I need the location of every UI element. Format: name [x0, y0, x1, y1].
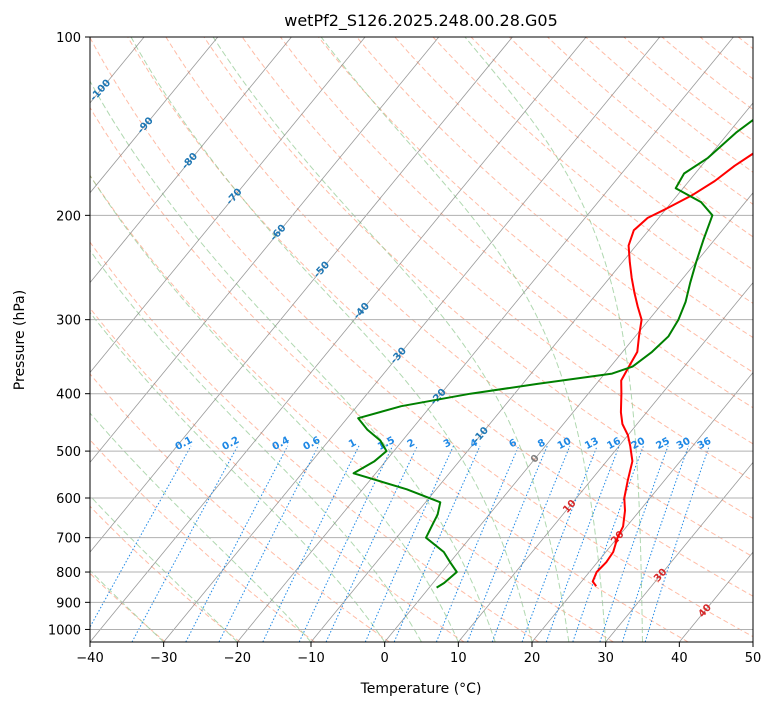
background-lines	[90, 37, 753, 642]
moist-adiabat-line	[212, 37, 570, 642]
y-tick-label: 200	[56, 209, 81, 224]
dry-adiabat-line	[90, 174, 614, 642]
isotherm-line	[90, 37, 366, 374]
temperature-line	[591, 152, 753, 587]
dry-adiabat-line	[432, 37, 753, 304]
dry-adiabat-line	[90, 241, 540, 642]
mixing-ratio-line	[545, 445, 620, 642]
mixing-ratio-line	[572, 445, 644, 642]
y-tick-label: 300	[56, 314, 81, 329]
mixing-ratio-line	[218, 445, 319, 642]
x-tick-label: 0	[381, 651, 389, 666]
dry-adiabat-line	[470, 37, 753, 271]
x-tick-label: −10	[297, 651, 324, 666]
mixing-ratio-line	[298, 445, 394, 642]
dry-adiabat-line	[623, 37, 753, 142]
isotherm-line	[605, 461, 753, 642]
moist-adiabat-line	[130, 37, 533, 642]
moist-adiabat-line	[90, 80, 496, 642]
mixing-ratio-line	[325, 445, 418, 642]
mixing-ratio-label: 6	[507, 437, 518, 450]
moist-adiabat-line	[90, 249, 422, 642]
isotherm-line	[163, 37, 661, 642]
y-tick-label: 800	[56, 566, 81, 581]
x-axis-label: Temperature (°C)	[360, 681, 482, 697]
dry-adiabat-line	[90, 307, 465, 642]
dry-adiabat-line	[90, 106, 689, 642]
dry-adiabat-line	[547, 37, 753, 205]
mixing-ratio-label: 4	[469, 437, 480, 450]
y-tick-label: 400	[56, 388, 81, 403]
isotherm-line	[237, 37, 734, 642]
plot-frame	[89, 36, 754, 643]
y-tick-label: 1000	[48, 623, 81, 638]
isotherm-line	[90, 37, 513, 553]
mixing-ratio-line	[90, 445, 192, 629]
mixing-ratio-line	[393, 445, 481, 642]
axes: −40 −30 −20 −10 0 10 20 30 40 50 100 200 300 400 500 60…	[48, 31, 761, 666]
dry-adiabat-line	[318, 37, 753, 409]
mixing-ratio-line	[491, 445, 571, 642]
mixing-ratio-line	[599, 445, 669, 642]
mixing-ratio-label: 3	[442, 437, 453, 450]
mixing-ratio-line	[364, 445, 454, 642]
isotherm-line	[90, 37, 440, 463]
mixing-ratio-label: 8	[536, 437, 547, 450]
dry-adiabat-line	[356, 37, 753, 373]
moist-adiabat-line	[90, 174, 459, 642]
isotherm-line	[90, 37, 219, 194]
dry-adiabat-line	[90, 37, 753, 638]
x-tick-label: 50	[745, 651, 762, 666]
y-tick-label: 700	[56, 532, 81, 547]
dry-adiabat-line	[394, 37, 753, 339]
dry-adiabat-line	[165, 37, 753, 558]
chart-title: wetPf2_S126.2025.248.00.28.G05	[284, 11, 558, 31]
dry-adiabat-line	[508, 37, 753, 238]
plot-area	[90, 37, 753, 642]
dry-adiabat-line	[280, 37, 753, 445]
moist-adiabat-line	[320, 37, 607, 642]
y-tick-label: 500	[56, 445, 81, 460]
y-tick-label: 100	[56, 31, 81, 46]
x-tick-label: 40	[671, 651, 688, 666]
mixing-ratio-line	[621, 445, 689, 642]
dry-adiabat-line	[241, 37, 753, 482]
isotherm-line	[90, 37, 292, 284]
x-tick-label: 30	[597, 651, 614, 666]
dry-adiabat-line	[90, 505, 241, 642]
data-series	[352, 118, 753, 589]
y-tick-label: 600	[56, 492, 81, 507]
mixing-ratio-label: 2	[406, 437, 417, 450]
mixing-ratio-line	[262, 445, 360, 642]
dry-adiabat-line	[203, 37, 753, 519]
dry-adiabat-line	[127, 37, 753, 597]
x-tick-label: −40	[76, 651, 103, 666]
moist-adiabat-line	[464, 37, 643, 642]
isotherm-line	[458, 282, 753, 642]
y-tick-label: 900	[56, 596, 81, 611]
isotherm-line	[310, 102, 753, 642]
mixing-ratio-line	[131, 445, 239, 642]
x-tick-label: 20	[524, 651, 541, 666]
isotherm-line	[531, 371, 753, 642]
mixing-ratio-line	[435, 445, 520, 642]
x-tick-label: 10	[450, 651, 467, 666]
x-tick-label: −30	[150, 651, 177, 666]
mixing-ratio-line	[644, 445, 710, 642]
isotherm-line	[384, 192, 753, 642]
mixing-ratio-label: 1	[347, 437, 358, 450]
dewpoint-line	[352, 118, 753, 589]
y-axis-label: Pressure (hPa)	[12, 290, 28, 390]
mixing-ratio-line	[521, 445, 598, 642]
mixing-ratio-line	[467, 445, 548, 642]
isotherm-line	[90, 37, 587, 642]
x-tick-label: −20	[224, 651, 251, 666]
